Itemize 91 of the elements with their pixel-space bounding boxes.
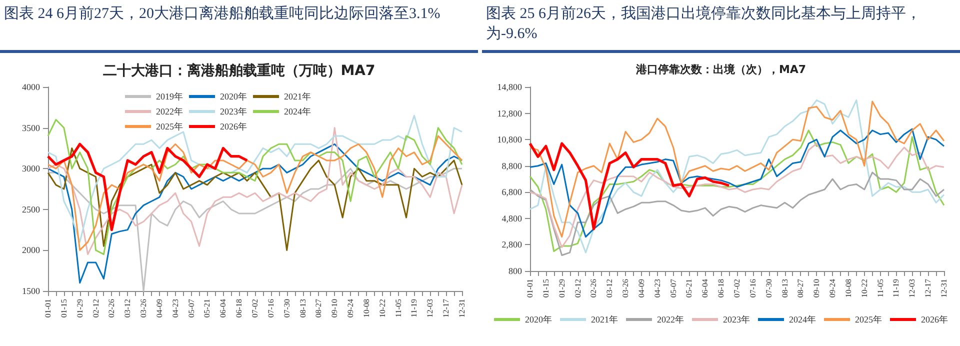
x-tick-label: 07-02: [250, 299, 260, 318]
legend-label: 2020年: [220, 92, 247, 102]
line-series: [46, 142, 248, 232]
x-tick-label: 01-15: [59, 299, 68, 318]
legend-label: 2021年: [591, 314, 618, 324]
legend-label: 2025年: [855, 314, 882, 324]
x-tick-label: 05-07: [186, 299, 196, 318]
y-tick-label: 3000: [22, 164, 40, 174]
y-tick-label: 2000: [22, 245, 40, 256]
chart-subtitle: 二十大港口：离港船舶载重吨（万吨）MA7: [102, 62, 376, 79]
x-tick-label: 10-08: [844, 279, 853, 298]
y-tick-label: 4,800: [502, 213, 522, 224]
y-tick-label: 10,800: [497, 134, 522, 145]
y-tick-label: 1500: [22, 286, 40, 296]
y-tick-label: 3500: [22, 122, 40, 133]
x-tick-label: 10-22: [378, 299, 387, 318]
chart-title: 图表 25 6月前26天，我国港口出境停靠次数同比基本与上周持平，为-9.6%: [482, 0, 960, 53]
x-tick-label: 06-04: [218, 299, 228, 318]
chart-title: 图表 24 6月前27天，20大港口离港船舶载重吨同比边际回落至3.1%: [0, 0, 478, 53]
x-tick-label: 12-31: [458, 299, 466, 318]
x-tick-label: 04-23: [170, 299, 180, 318]
x-tick-label: 11-05: [394, 299, 403, 318]
y-tick-label: 14,800: [497, 82, 522, 92]
x-tick-label: 02-26: [107, 299, 116, 318]
x-tick-label: 03-26: [621, 279, 630, 298]
x-tick-label: 07-30: [764, 279, 774, 298]
x-tick-label: 09-24: [828, 279, 838, 298]
x-tick-label: 03-26: [139, 299, 148, 318]
x-tick-label: 06-18: [716, 279, 726, 298]
y-tick-label: 6,800: [502, 187, 522, 198]
y-tick-label: 8,800: [502, 160, 522, 171]
x-tick-label: 02-12: [573, 279, 582, 298]
chart-subtitle: 港口停靠次数：出境（次），MA7: [634, 63, 806, 76]
x-tick-label: 02-26: [589, 279, 598, 298]
y-tick-label: 2,800: [502, 240, 522, 250]
x-tick-label: 09-24: [346, 299, 356, 318]
x-tick-label: 07-30: [282, 299, 292, 318]
x-tick-label: 09-10: [330, 299, 340, 318]
legend-label: 2022年: [657, 314, 684, 324]
x-tick-label: 11-19: [410, 299, 419, 318]
line-series: [528, 142, 730, 230]
x-tick-label: 10-22: [860, 279, 869, 298]
legend-label: 2025年: [156, 122, 183, 132]
x-tick-label: 12-03: [908, 279, 917, 298]
x-tick-label: 08-13: [298, 299, 308, 318]
x-tick-label: 07-16: [266, 299, 276, 318]
x-tick-label: 03-12: [123, 299, 132, 318]
legend-label: 2020年: [525, 314, 552, 324]
x-tick-label: 08-27: [796, 279, 806, 298]
x-tick-label: 05-07: [668, 279, 678, 298]
legend-label: 2024年: [789, 314, 816, 324]
x-tick-label: 01-01: [44, 299, 52, 318]
legend-label: 2026年: [220, 122, 247, 132]
x-tick-label: 04-09: [154, 299, 164, 318]
x-tick-label: 12-17: [924, 279, 933, 298]
line-series: [47, 143, 463, 284]
y-tick-label: 12,800: [497, 108, 522, 118]
x-tick-label: 12-03: [426, 299, 435, 318]
x-tick-label: 10-08: [362, 299, 371, 318]
legend-label: 2021年: [284, 92, 311, 102]
y-tick-label: 4000: [22, 82, 40, 92]
x-tick-label: 04-09: [636, 279, 646, 298]
x-tick-label: 01-29: [557, 279, 566, 298]
legend-label: 2024年: [284, 106, 311, 116]
x-tick-label: 12-17: [442, 299, 451, 318]
x-tick-label: 11-19: [892, 279, 901, 298]
legend-label: 2023年: [723, 314, 750, 324]
x-tick-label: 08-27: [314, 299, 324, 318]
legend-label: 2022年: [156, 106, 183, 116]
x-tick-label: 04-23: [652, 279, 662, 298]
x-tick-label: 01-01: [526, 279, 534, 298]
x-tick-label: 12-31: [940, 279, 948, 298]
x-tick-label: 09-10: [812, 279, 822, 298]
x-tick-label: 05-21: [684, 279, 694, 298]
x-tick-label: 02-12: [91, 299, 100, 318]
legend-label: 2026年: [921, 314, 948, 324]
x-tick-label: 07-02: [732, 279, 742, 298]
x-tick-label: 01-29: [75, 299, 84, 318]
y-tick-label: 800: [508, 266, 522, 276]
x-tick-label: 11-05: [876, 279, 885, 298]
x-tick-label: 08-13: [780, 279, 790, 298]
line-series: [529, 172, 945, 256]
x-tick-label: 07-16: [748, 279, 758, 298]
legend-label: 2019年: [156, 92, 183, 102]
x-tick-label: 06-18: [234, 299, 244, 318]
x-tick-label: 06-04: [700, 279, 710, 298]
x-tick-label: 05-21: [202, 299, 212, 318]
y-tick-label: 2500: [22, 204, 40, 214]
x-tick-label: 03-12: [605, 279, 614, 298]
x-tick-label: 01-15: [541, 279, 550, 298]
legend-label: 2023年: [220, 106, 247, 116]
